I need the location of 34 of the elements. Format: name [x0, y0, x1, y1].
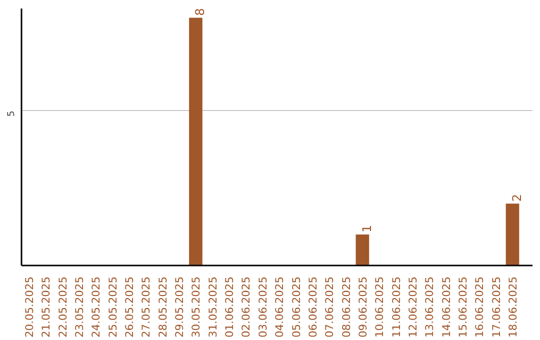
x-tick-label: 28.05.2025: [156, 276, 170, 338]
data-label: 2: [510, 194, 524, 202]
x-tick-label: 21.05.2025: [40, 276, 53, 338]
x-tick-label: 08.06.2025: [340, 276, 353, 338]
x-tick-label: 29.05.2025: [173, 276, 186, 338]
x-tick-label: 01.06.2025: [223, 276, 236, 338]
x-tick-label: 22.05.2025: [56, 276, 70, 338]
x-tick-label: 05.06.2025: [290, 276, 303, 338]
x-tick-label: 30.05.2025: [190, 276, 203, 338]
x-tick-label: 02.06.2025: [240, 276, 253, 338]
x-tick-label: 14.06.2025: [440, 276, 453, 338]
x-tick-label: 26.05.2025: [123, 276, 136, 338]
x-tick-label: 07.06.2025: [323, 276, 336, 338]
x-tick-label: 10.06.2025: [373, 276, 386, 338]
x-tick-label: 18.06.2025: [506, 276, 520, 338]
x-tick-label: 06.06.2025: [306, 276, 320, 338]
y-tick-label: 5: [6, 110, 17, 117]
x-tick-label: 17.06.2025: [490, 276, 503, 338]
x-tick-label: 23.05.2025: [73, 276, 86, 338]
x-tick-label: 11.06.2025: [390, 276, 403, 338]
data-label: 8: [193, 8, 208, 16]
x-tick-label: 16.06.2025: [473, 276, 486, 338]
x-tick-label: 09.06.2025: [356, 276, 370, 338]
x-tick-label: 20.05.2025: [23, 276, 36, 338]
x-tick-label: 31.05.2025: [206, 276, 220, 338]
x-tick-label: 12.06.2025: [406, 276, 420, 338]
x-tick-label: 25.05.2025: [106, 276, 120, 338]
x-tick-label: 15.06.2025: [456, 276, 470, 338]
x-tick-label: 04.06.2025: [273, 276, 286, 338]
x-tick-label: 24.05.2025: [90, 276, 103, 338]
x-tick-label: 13.06.2025: [423, 276, 436, 338]
data-label: 1: [360, 224, 374, 233]
x-tick-label: 03.06.2025: [256, 276, 270, 338]
x-tick-label: 27.05.2025: [140, 276, 153, 338]
